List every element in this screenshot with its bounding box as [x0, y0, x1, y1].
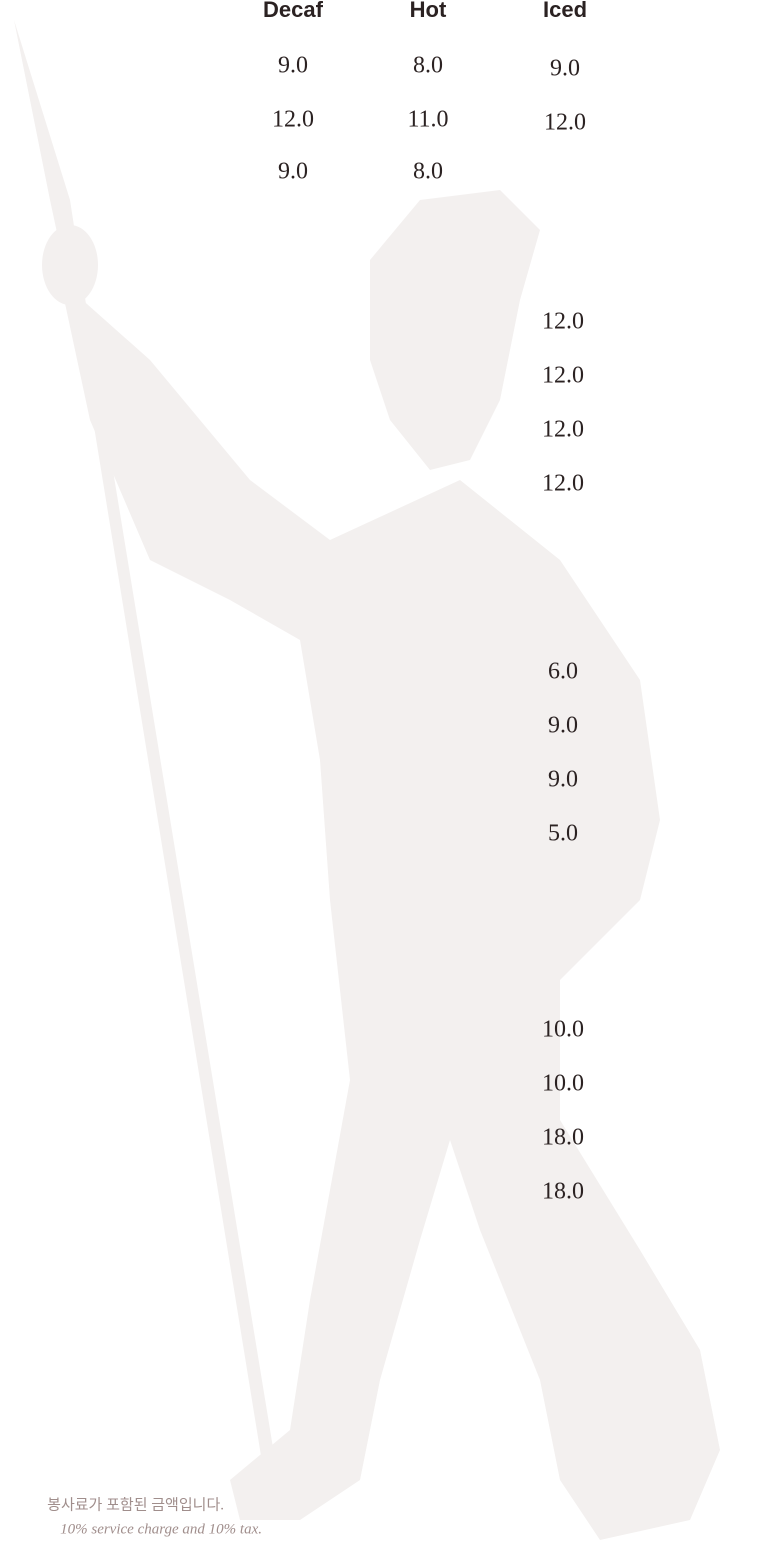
price: 9.0 — [278, 159, 308, 186]
body — [60, 280, 720, 1540]
price: 9.0 — [278, 53, 308, 80]
price: 5.0 — [548, 821, 578, 848]
price: 12.0 — [542, 309, 584, 336]
price: 12.0 — [542, 417, 584, 444]
footer-note-korean: 봉사료가 포함된 금액입니다. — [47, 1494, 224, 1515]
price: 18.0 — [542, 1125, 584, 1152]
price: 9.0 — [548, 713, 578, 740]
footer-note-english: 10% service charge and 10% tax. — [60, 1522, 262, 1539]
page-body: Decaf Hot Iced 9.0 8.0 9.0 12.0 11.0 12.0 9.0 8.0 1… — [0, 0, 771, 1562]
head — [370, 190, 540, 470]
price: 10.0 — [542, 1071, 584, 1098]
price: 11.0 — [407, 107, 448, 134]
price: 8.0 — [413, 159, 443, 186]
column-header: Iced — [543, 0, 587, 23]
column-header: Decaf — [263, 0, 323, 23]
price: 10.0 — [542, 1017, 584, 1044]
column-header: Hot — [410, 0, 447, 23]
menu-page: Decaf Hot Iced 9.0 8.0 9.0 12.0 11.0 12.0 9.0 8.0 1… — [0, 0, 771, 1562]
soldier-silhouette — [14, 20, 720, 1540]
price: 9.0 — [550, 56, 580, 83]
price: 12.0 — [544, 110, 586, 137]
price: 12.0 — [272, 107, 314, 134]
price: 12.0 — [542, 363, 584, 390]
price: 18.0 — [542, 1179, 584, 1206]
price: 8.0 — [413, 53, 443, 80]
price: 12.0 — [542, 471, 584, 498]
price: 9.0 — [548, 767, 578, 794]
background-illustration — [0, 0, 771, 1562]
price: 6.0 — [548, 659, 578, 686]
